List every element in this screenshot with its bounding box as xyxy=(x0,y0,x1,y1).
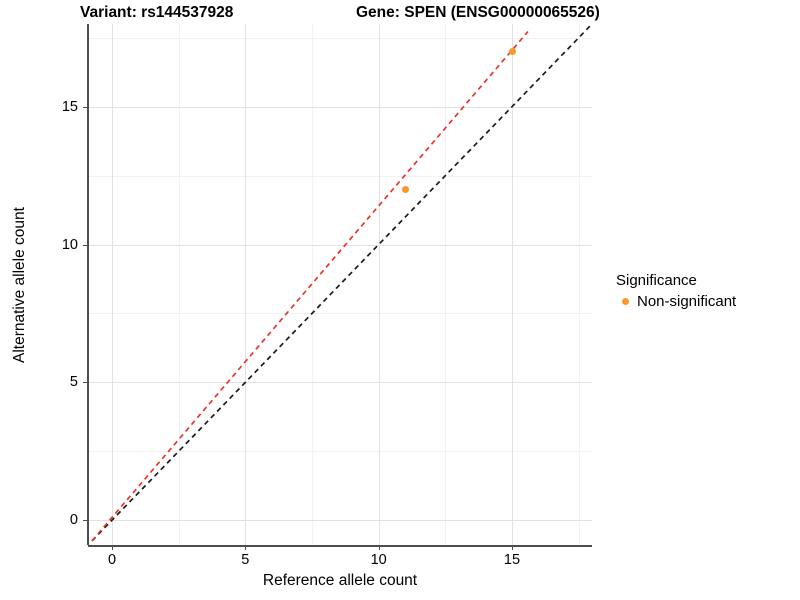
legend-key xyxy=(616,292,634,310)
gridline-vert-major xyxy=(245,24,247,545)
y-tick-mark xyxy=(83,520,87,522)
y-tick-label: 5 xyxy=(69,374,78,391)
data-point xyxy=(401,185,409,193)
gridline-vert-minor xyxy=(578,24,580,545)
y-tick-label: 10 xyxy=(61,236,78,253)
plot-panel xyxy=(88,24,592,545)
fit-line xyxy=(91,30,529,542)
gene-title: Gene: SPEN (ENSG00000065526) xyxy=(356,4,600,21)
identity-line xyxy=(91,24,592,542)
gridline-vert-minor xyxy=(312,24,313,545)
gridline-horz-minor xyxy=(88,175,592,177)
gridline-horz-minor xyxy=(88,37,592,39)
gridline-vert-major xyxy=(112,24,113,545)
x-tick-label: 0 xyxy=(107,552,117,568)
y-tick-mark xyxy=(83,382,87,384)
x-tick-mark xyxy=(512,546,513,550)
x-axis-title: Reference allele count xyxy=(262,572,418,589)
legend-items: Non-significant xyxy=(616,292,794,310)
y-tick-mark xyxy=(83,106,87,108)
gridline-horz-major xyxy=(88,520,592,522)
gridline-horz-major xyxy=(88,106,592,108)
reference-lines xyxy=(91,24,592,542)
gridline-vert-major xyxy=(512,24,513,545)
gridline-vert-minor xyxy=(445,24,447,545)
x-tick-mark xyxy=(112,546,113,550)
legend-dot-icon xyxy=(621,297,629,305)
gridline-horz-minor xyxy=(88,451,592,453)
y-tick-mark xyxy=(83,244,87,246)
gridline-horz-major xyxy=(88,244,592,246)
x-tick-mark xyxy=(245,546,247,550)
gridline-horz-minor xyxy=(88,313,592,315)
y-axis-title: Alternative allele count xyxy=(10,24,30,545)
legend-item-label: Non-significant xyxy=(637,292,737,310)
y-axis-line xyxy=(87,24,89,545)
gridline-vert-minor xyxy=(178,24,180,545)
gridline-vert-major xyxy=(378,24,380,545)
legend: Significance Non-significant xyxy=(616,272,794,310)
y-axis-title-text: Alternative allele count xyxy=(11,206,28,363)
gridline-horz-major xyxy=(88,382,592,384)
x-tick-label: 15 xyxy=(503,552,521,568)
data-point xyxy=(508,48,516,56)
x-tick-label: 10 xyxy=(370,552,387,568)
y-tick-label: 15 xyxy=(61,98,78,115)
x-axis-line xyxy=(88,545,592,547)
variant-title: Variant: rs144537928 xyxy=(80,4,234,21)
x-tick-mark xyxy=(378,546,380,550)
legend-title: Significance xyxy=(616,272,697,289)
x-tick-label: 5 xyxy=(241,552,250,568)
y-tick-label: 0 xyxy=(69,512,78,529)
legend-item[interactable]: Non-significant xyxy=(616,292,794,310)
